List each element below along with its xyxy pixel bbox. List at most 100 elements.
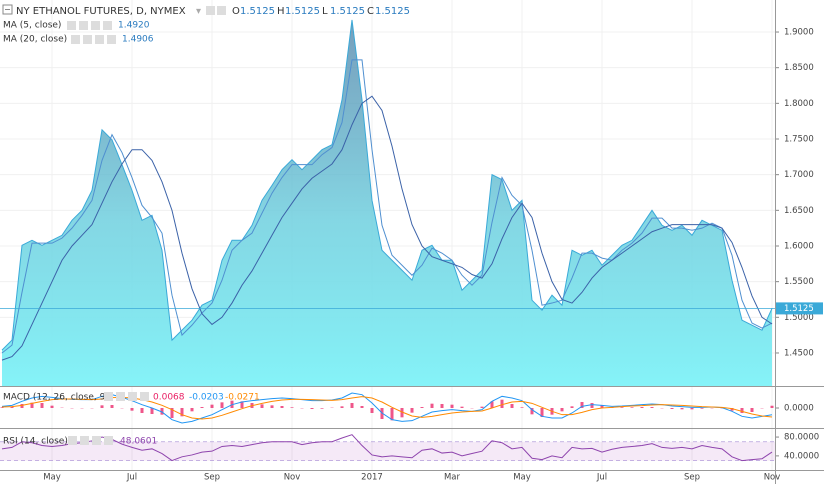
histogram-bar xyxy=(500,399,504,408)
y-tick-label: 1.6500 xyxy=(784,206,814,216)
histogram-bar xyxy=(460,406,464,408)
icon[interactable] xyxy=(104,392,113,401)
toolbar-icons[interactable] xyxy=(67,6,226,445)
histogram-bar xyxy=(570,406,574,408)
histogram-bar xyxy=(160,408,164,415)
icon[interactable] xyxy=(91,21,100,30)
histogram-bar xyxy=(770,405,774,408)
icon[interactable] xyxy=(79,21,88,30)
histogram-bar xyxy=(340,406,344,408)
histogram-bar xyxy=(10,406,14,408)
y-tick-label: 1.6000 xyxy=(784,241,814,251)
icon[interactable] xyxy=(103,21,112,30)
legend-name: MA (5, close) xyxy=(3,21,61,31)
icon[interactable] xyxy=(217,6,226,15)
histogram-bar xyxy=(0,407,4,408)
x-tick-label: Nov xyxy=(764,473,781,483)
ohlc-key: L xyxy=(322,6,328,17)
histogram-bar xyxy=(490,401,494,408)
y-tick-label: 1.5000 xyxy=(784,313,814,323)
icon[interactable] xyxy=(92,436,101,445)
histogram-bar xyxy=(730,408,734,411)
legend-value: 1.4920 xyxy=(118,21,150,31)
histogram-bar xyxy=(140,408,144,413)
pane-title: RSI (14, close) xyxy=(3,437,68,447)
collapse-icon[interactable] xyxy=(2,4,13,15)
icon[interactable] xyxy=(68,436,77,445)
histogram-bar xyxy=(650,407,654,408)
ma-line xyxy=(1,59,773,354)
y-tick-label: 40.0000 xyxy=(784,451,819,461)
ohlc-key: O xyxy=(232,6,240,17)
icon[interactable] xyxy=(104,436,113,445)
histogram-bar xyxy=(50,405,54,408)
x-tick-label: Sep xyxy=(684,473,700,483)
histogram-bar xyxy=(290,407,294,408)
histogram-bar xyxy=(430,403,434,408)
histogram-bar xyxy=(740,408,744,413)
pane-title: MACD (12, 26, close, 9) xyxy=(3,393,109,403)
histogram-bar xyxy=(110,405,114,408)
histogram-bar xyxy=(130,408,134,411)
histogram-bar xyxy=(580,402,584,408)
legend-value: 48.0601 xyxy=(120,437,157,447)
histogram-bar xyxy=(190,408,194,412)
histogram-bar xyxy=(170,408,174,418)
icon[interactable] xyxy=(83,35,92,44)
icon[interactable] xyxy=(206,6,215,15)
legend-name: MA (20, close) xyxy=(3,35,67,45)
y-tick-label: 80.0000 xyxy=(784,433,819,443)
rsi-band xyxy=(0,441,775,461)
histogram-bar xyxy=(40,403,44,408)
y-tick-label: 1.4500 xyxy=(784,348,814,358)
histogram-bar xyxy=(210,404,214,408)
histogram-bar xyxy=(420,407,424,408)
histogram-bar xyxy=(670,408,674,409)
x-tick-label: Nov xyxy=(284,473,301,483)
ohlc-value: 1.5125 xyxy=(330,6,365,17)
histogram-bar xyxy=(400,408,404,418)
x-tick-label: Jul xyxy=(126,473,137,483)
icon[interactable] xyxy=(107,35,116,44)
histogram-bar xyxy=(450,404,454,408)
histogram-bar xyxy=(700,408,704,409)
histogram-bar xyxy=(280,406,284,408)
histogram-bar xyxy=(520,407,524,408)
legend-value: 1.4906 xyxy=(122,35,154,45)
ohlc-value: 1.5125 xyxy=(240,6,275,17)
histogram-bar xyxy=(20,404,24,408)
icon[interactable] xyxy=(71,35,80,44)
legend-value: -0.0271 xyxy=(225,393,260,403)
histogram-bar xyxy=(270,405,274,408)
histogram-bar xyxy=(480,406,484,408)
icon[interactable] xyxy=(67,21,76,30)
last-price-label: 1.5125 xyxy=(784,304,814,314)
icon[interactable] xyxy=(128,392,137,401)
histogram-bar xyxy=(370,408,374,413)
histogram-bar xyxy=(220,402,224,408)
histogram-bar xyxy=(600,405,604,408)
icon[interactable] xyxy=(140,392,149,401)
histogram-bar xyxy=(690,408,694,410)
histogram-bar xyxy=(310,408,314,409)
histogram-bar xyxy=(750,408,754,412)
rsi-line xyxy=(1,434,773,462)
histogram-bar xyxy=(640,407,644,408)
icon[interactable] xyxy=(95,35,104,44)
histogram-bar xyxy=(440,404,444,408)
x-tick-label: Jul xyxy=(596,473,607,483)
histogram-bar xyxy=(530,408,534,415)
last-price-tag xyxy=(776,302,823,315)
histogram-bar xyxy=(260,404,264,408)
histogram-bar xyxy=(630,407,634,408)
histogram-bar xyxy=(560,408,564,412)
histogram-bar xyxy=(150,408,154,414)
ohlc-key: H xyxy=(277,6,285,17)
y-tick-label: 1.7000 xyxy=(784,170,814,180)
x-tick-label: May xyxy=(43,473,61,483)
icon[interactable] xyxy=(116,392,125,401)
icon[interactable] xyxy=(80,436,89,445)
histogram-bar xyxy=(620,407,624,408)
histogram-bar xyxy=(360,406,364,408)
